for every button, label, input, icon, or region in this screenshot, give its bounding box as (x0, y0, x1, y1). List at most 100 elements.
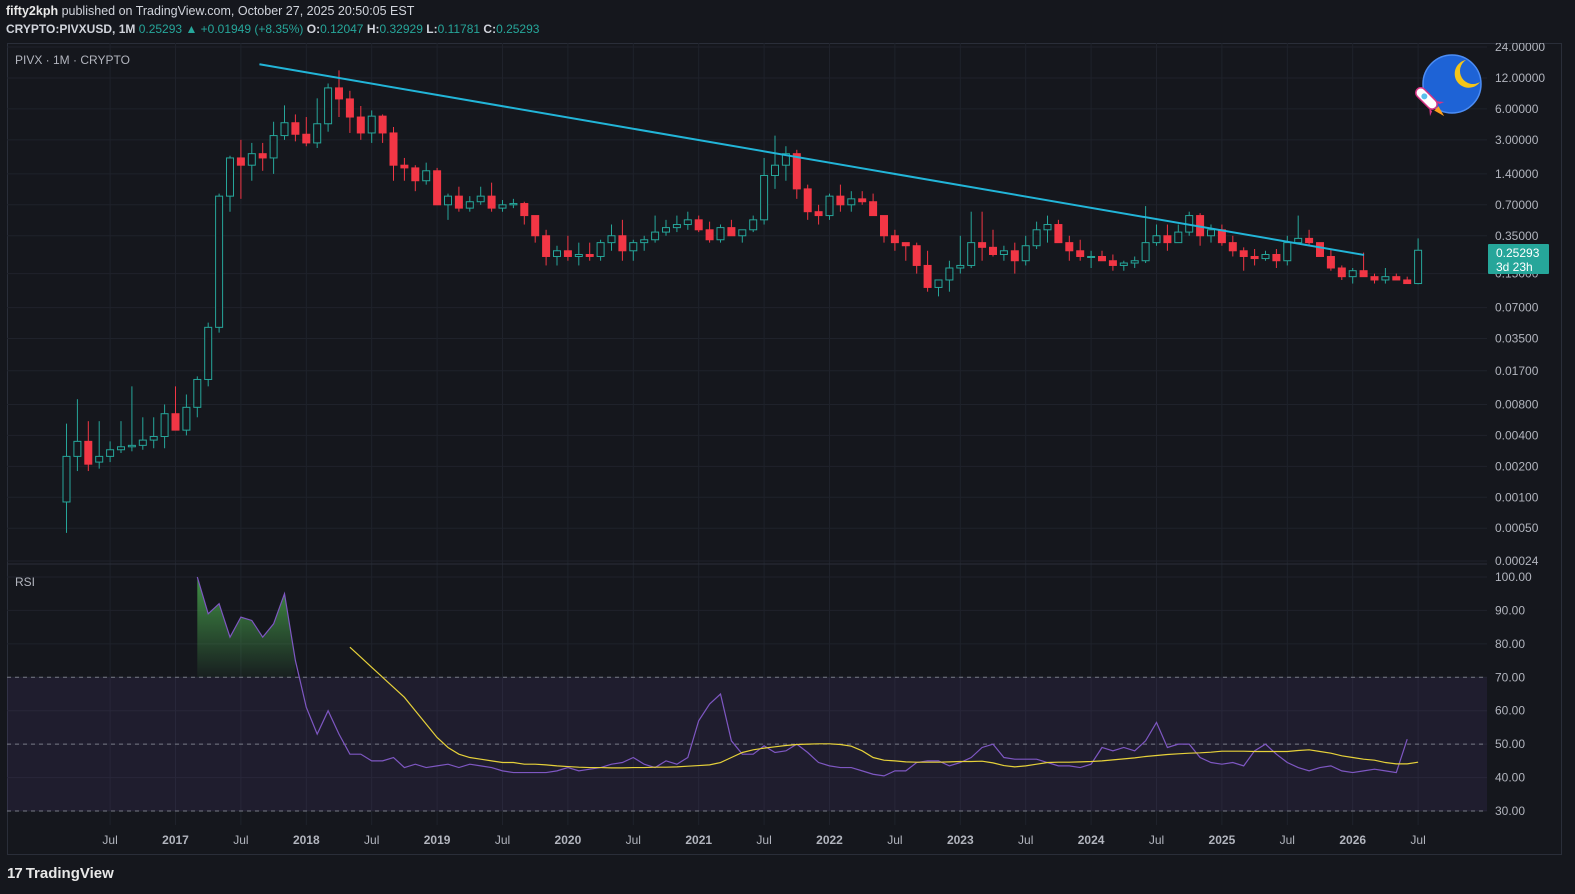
trendline[interactable] (259, 63, 1365, 256)
time-tick-label: 2018 (293, 833, 320, 847)
candle-body (542, 235, 551, 257)
price-tick-label: 0.00200 (1495, 459, 1539, 473)
time-tick-label: 2024 (1078, 833, 1105, 847)
time-tick-label: Jul (1410, 833, 1425, 847)
price-tag-value: 0.25293 (1496, 246, 1540, 260)
price-tick-label: 0.70000 (1495, 198, 1539, 212)
candle-body (803, 188, 812, 213)
candle-body (999, 250, 1008, 256)
price-tick-label: 0.00050 (1495, 521, 1539, 535)
chart-canvas[interactable]: 24.00000 12.00000 6.00000 3.00000 1.40000 0.7… (7, 43, 1562, 855)
price-tick-label: 1.40000 (1495, 167, 1539, 181)
candle-body (433, 170, 442, 206)
candle-body (749, 219, 758, 231)
candle-body (1087, 255, 1096, 258)
candle-body (1381, 276, 1390, 281)
candle-body (1316, 242, 1324, 257)
candle-body (1010, 250, 1019, 262)
time-tick-label: Jul (495, 833, 510, 847)
candle-body (367, 115, 376, 134)
candle-body (389, 132, 398, 166)
candle-body (422, 170, 431, 182)
candle-body (596, 242, 605, 257)
candle-body (1032, 229, 1041, 247)
candle-body (923, 264, 932, 288)
time-tick-label: 2023 (947, 833, 974, 847)
tradingview-logo-icon: 17 (7, 864, 23, 882)
publish-info: published on TradingView.com, October 27… (61, 4, 415, 18)
candle-body (1403, 279, 1412, 285)
candle-body (1359, 270, 1368, 278)
candle-body (215, 195, 224, 328)
time-tick-label: Jul (626, 833, 641, 847)
candle-body (1305, 237, 1314, 244)
price-tick-label: 3.00000 (1495, 133, 1539, 147)
rsi-overbought-fill (197, 577, 296, 678)
candle-body (967, 242, 976, 266)
close-label: C: (483, 22, 497, 36)
candle-body (1043, 224, 1052, 231)
time-tick-label: Jul (233, 833, 248, 847)
time-tick-label: Jul (756, 833, 771, 847)
time-tick-label: 2022 (816, 833, 843, 847)
low-value: 0.11781 (437, 22, 481, 36)
candle-body (912, 245, 921, 266)
candle-body (444, 195, 452, 206)
close-value: 0.25293 (496, 22, 540, 36)
candle-body (738, 229, 747, 237)
last-price: 0.25293 (138, 22, 183, 36)
candle-body (1152, 235, 1161, 244)
price-tick-label: 0.00100 (1495, 490, 1539, 504)
candle-body (934, 279, 943, 288)
trendline-segment (259, 63, 1365, 256)
candle-body (607, 235, 616, 244)
publisher-name[interactable]: fifty2kph (6, 4, 59, 18)
candle-body (1130, 260, 1139, 264)
time-tick-label: Jul (1149, 833, 1164, 847)
candle-body (193, 378, 202, 408)
candle-body (117, 446, 125, 451)
symbol-label: CRYPTO:PIVXUSD, 1M (6, 22, 136, 36)
candle-body (847, 198, 856, 206)
candle-body (1207, 229, 1215, 237)
candle-body (95, 455, 104, 463)
candle-body (1065, 242, 1074, 252)
candle-body (160, 413, 169, 438)
candle-body (226, 157, 234, 197)
time-tick-label: 2017 (162, 833, 189, 847)
ohlc-line: CRYPTO:PIVXUSD, 1M 0.25293 ▲ +0.01949 (+… (6, 22, 539, 36)
candle-body (956, 264, 965, 269)
candle-body (945, 267, 954, 281)
price-axis[interactable]: 24.00000 12.00000 6.00000 3.00000 1.40000 0.7… (1495, 43, 1545, 568)
time-tick-label: Jul (887, 833, 902, 847)
price-change: ▲ +0.01949 (+8.35%) (185, 22, 304, 36)
candle-body (236, 157, 245, 166)
time-tick-label: Jul (364, 833, 379, 847)
candle-body (1250, 255, 1259, 260)
high-value: 0.32929 (379, 22, 423, 36)
candle-body (1239, 250, 1248, 257)
candlestick-series (62, 70, 1423, 533)
candle-body (106, 449, 115, 457)
rsi-axis[interactable]: 100.00 90.00 80.00 70.00 60.00 50.00 40.00 30.0… (1495, 570, 1532, 818)
candle-body (73, 440, 82, 457)
rsi-tick-label: 30.00 (1495, 804, 1525, 818)
main-legend[interactable]: PIVX · 1M · CRYPTO (15, 53, 130, 67)
candle-body (694, 219, 703, 231)
candle-body (258, 153, 267, 159)
time-tick-label: Jul (102, 833, 117, 847)
candle-body (400, 164, 409, 169)
rsi-tick-label: 50.00 (1495, 737, 1525, 751)
tradingview-footer[interactable]: 17 TradingView (7, 862, 114, 884)
price-tag-countdown: 3d 23h (1496, 260, 1533, 274)
time-tick-label: Jul (1018, 833, 1033, 847)
candle-body (683, 219, 692, 226)
candle-body (1108, 260, 1117, 266)
candle-body (760, 174, 769, 221)
rsi-legend[interactable]: RSI (15, 575, 36, 589)
candle-body (411, 167, 420, 182)
candle-body (313, 123, 322, 144)
candle-body (356, 116, 365, 134)
time-axis[interactable]: Jul 2017 Jul 2018 Jul 2019 Jul 2020 Jul 2021 Jul 20… (102, 833, 1425, 847)
candle-body (1174, 231, 1183, 244)
